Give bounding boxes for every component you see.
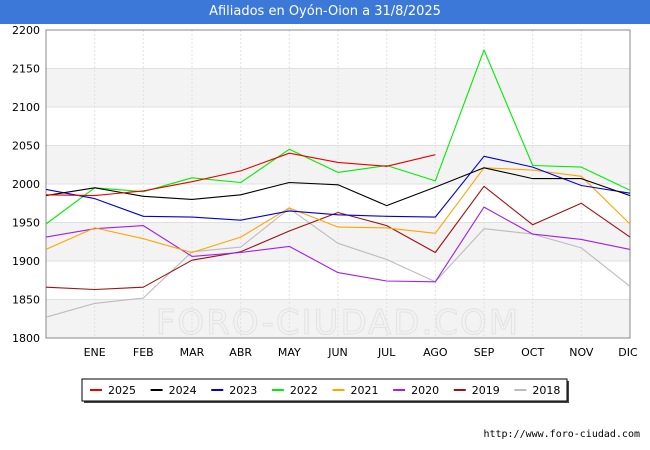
y-tick-label: 1950: [12, 217, 40, 230]
series-line-2024: [45, 167, 631, 207]
x-tick-label: ABR: [229, 346, 252, 359]
legend-label-2021: 2021: [351, 384, 379, 397]
x-tick-label: ENE: [84, 346, 106, 359]
chart-title: Afiliados en Oyón-Oion a 31/8/2025: [0, 0, 650, 24]
y-axis: 1800 1850 1900 1950 2000 2050 2100 2150 2200: [12, 24, 40, 345]
x-tick-label: DIC: [618, 346, 638, 359]
y-tick-label: 2200: [12, 24, 40, 37]
legend-box: [81, 378, 568, 402]
series-line-2019: [45, 185, 631, 291]
x-tick-label: NOV: [569, 346, 594, 359]
legend-label-2020: 2020: [411, 384, 439, 397]
y-tick-label: 2150: [12, 63, 40, 76]
legend-label-2024: 2024: [169, 384, 197, 397]
y-tick-label: 2000: [12, 178, 40, 191]
legend: 2025 2024 2023 2022 2021 2020 2019 2018: [81, 378, 569, 403]
x-tick-label: AGO: [423, 346, 448, 359]
y-tick-label: 1900: [12, 255, 40, 268]
y-tick-label: 2050: [12, 140, 40, 153]
y-tick-label: 1850: [12, 294, 40, 307]
x-tick-label: JUN: [327, 346, 348, 359]
series-line-2022: [45, 49, 631, 225]
x-tick-label: SEP: [474, 346, 495, 359]
legend-label-2025: 2025: [108, 384, 136, 397]
series-lines: [45, 49, 631, 318]
x-tick-label: FEB: [133, 346, 154, 359]
footer-url: http://www.foro-ciudad.com: [483, 429, 640, 440]
legend-label-2018: 2018: [532, 384, 560, 397]
x-axis: ENE FEB MAR ABR MAY JUN JUL AGO SEP OCT NOV DIC: [84, 346, 638, 359]
x-tick-label: JUL: [377, 346, 396, 359]
legend-label-2019: 2019: [472, 384, 500, 397]
legend-label-2022: 2022: [290, 384, 318, 397]
watermark-text: FORO-CIUDAD.COM: [156, 303, 520, 343]
series-line-2025: [45, 152, 436, 197]
y-tick-label: 2100: [12, 101, 40, 114]
series-line-2021: [45, 167, 631, 254]
series-line-2023: [45, 155, 631, 221]
series-line-2020: [45, 206, 631, 283]
legend-label-2023: 2023: [229, 384, 257, 397]
x-tick-label: MAY: [278, 346, 301, 359]
y-tick-label: 1800: [12, 332, 40, 345]
plot-frame: [45, 29, 631, 339]
x-tick-label: OCT: [521, 346, 544, 359]
x-tick-label: MAR: [180, 346, 205, 359]
line-chart: FORO-CIUDAD.COM 1800 1850 1900 1950 2000 2050…: [12, 24, 638, 403]
